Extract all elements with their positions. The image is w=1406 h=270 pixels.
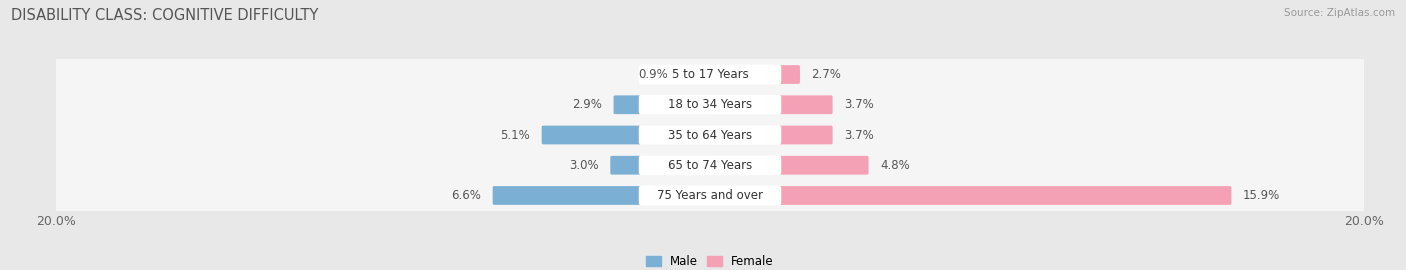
FancyBboxPatch shape <box>541 126 711 144</box>
Text: 18 to 34 Years: 18 to 34 Years <box>668 98 752 111</box>
Text: 6.6%: 6.6% <box>451 189 481 202</box>
FancyBboxPatch shape <box>709 156 869 175</box>
Text: 15.9%: 15.9% <box>1243 189 1279 202</box>
Text: 2.7%: 2.7% <box>811 68 841 81</box>
FancyBboxPatch shape <box>49 84 1371 125</box>
FancyBboxPatch shape <box>53 56 1367 93</box>
Text: 3.0%: 3.0% <box>569 159 599 172</box>
Legend: Male, Female: Male, Female <box>641 250 779 270</box>
FancyBboxPatch shape <box>638 65 782 85</box>
Text: 4.8%: 4.8% <box>880 159 910 172</box>
FancyBboxPatch shape <box>638 185 782 205</box>
Text: 5 to 17 Years: 5 to 17 Years <box>672 68 748 81</box>
Text: 5.1%: 5.1% <box>501 129 530 141</box>
Text: 3.7%: 3.7% <box>844 98 873 111</box>
FancyBboxPatch shape <box>709 126 832 144</box>
FancyBboxPatch shape <box>638 155 782 175</box>
FancyBboxPatch shape <box>53 147 1367 183</box>
FancyBboxPatch shape <box>53 177 1367 214</box>
FancyBboxPatch shape <box>53 116 1367 153</box>
FancyBboxPatch shape <box>679 65 711 84</box>
FancyBboxPatch shape <box>709 95 832 114</box>
FancyBboxPatch shape <box>638 95 782 115</box>
FancyBboxPatch shape <box>53 86 1367 123</box>
FancyBboxPatch shape <box>49 54 1371 95</box>
FancyBboxPatch shape <box>49 145 1371 186</box>
FancyBboxPatch shape <box>49 175 1371 216</box>
FancyBboxPatch shape <box>709 186 1232 205</box>
FancyBboxPatch shape <box>638 125 782 145</box>
Text: 2.9%: 2.9% <box>572 98 602 111</box>
Text: 3.7%: 3.7% <box>844 129 873 141</box>
Text: Source: ZipAtlas.com: Source: ZipAtlas.com <box>1284 8 1395 18</box>
FancyBboxPatch shape <box>492 186 711 205</box>
Text: 75 Years and over: 75 Years and over <box>657 189 763 202</box>
FancyBboxPatch shape <box>709 65 800 84</box>
Text: 0.9%: 0.9% <box>638 68 668 81</box>
FancyBboxPatch shape <box>49 114 1371 156</box>
Text: 35 to 64 Years: 35 to 64 Years <box>668 129 752 141</box>
FancyBboxPatch shape <box>610 156 711 175</box>
FancyBboxPatch shape <box>613 95 711 114</box>
Text: DISABILITY CLASS: COGNITIVE DIFFICULTY: DISABILITY CLASS: COGNITIVE DIFFICULTY <box>11 8 319 23</box>
Text: 65 to 74 Years: 65 to 74 Years <box>668 159 752 172</box>
